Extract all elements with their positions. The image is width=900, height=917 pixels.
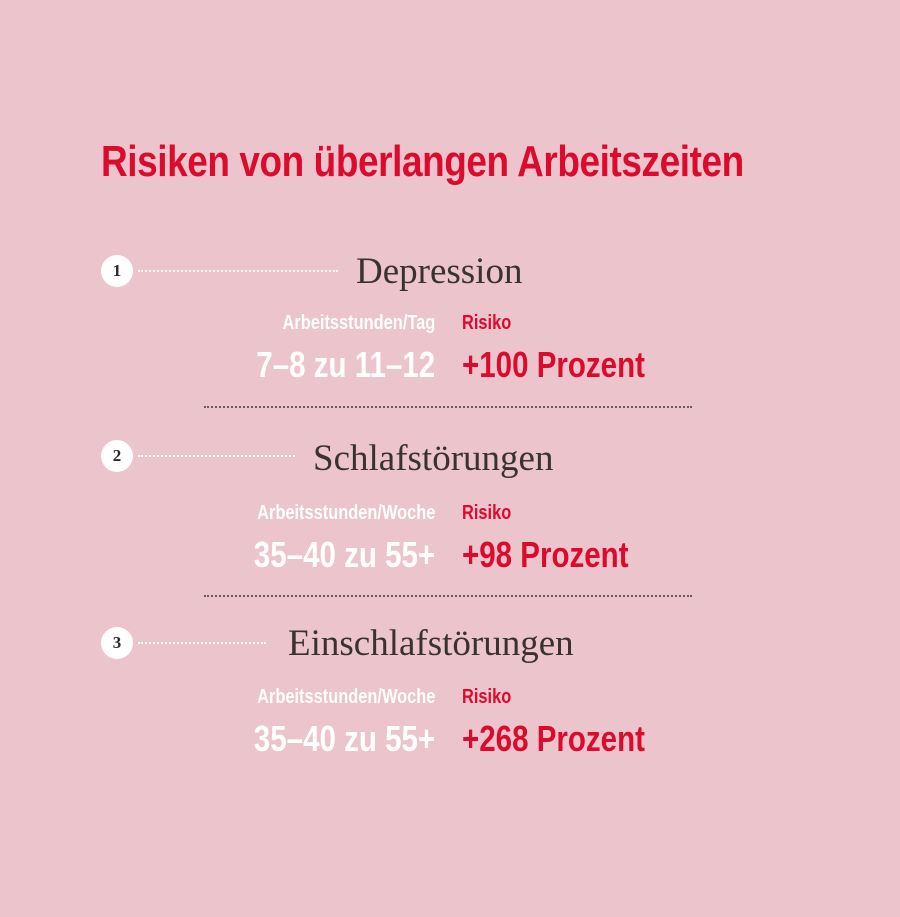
hours-value-3: 35–40 zu 55+ <box>253 718 435 759</box>
number-badge-2: 2 <box>101 440 133 472</box>
hours-label-3: Arbeitsstunden/Woche <box>256 686 435 708</box>
dotted-leader-3 <box>138 642 266 644</box>
risk-value-3: +268 Prozent <box>462 718 645 759</box>
heading-einschlafstoerungen: Einschlafstörungen <box>288 623 574 664</box>
page-title: Risiken von überlangen Arbeitszeiten <box>101 137 744 186</box>
risk-value-2: +98 Prozent <box>462 534 629 575</box>
dotted-leader-1 <box>138 270 338 272</box>
dotted-leader-2 <box>138 455 295 457</box>
number-badge-1: 1 <box>101 255 133 287</box>
hours-label-1: Arbeitsstunden/Tag <box>282 312 435 334</box>
heading-schlafstoerungen: Schlafstörungen <box>313 438 554 479</box>
risk-label-1: Risiko <box>462 312 512 334</box>
number-badge-3: 3 <box>101 627 133 659</box>
heading-depression: Depression <box>356 251 523 292</box>
hours-label-2: Arbeitsstunden/Woche <box>256 502 435 524</box>
hours-value-2: 35–40 zu 55+ <box>253 534 435 575</box>
hours-value-1: 7–8 zu 11–12 <box>256 344 435 385</box>
section-divider-2 <box>204 595 692 597</box>
section-divider-1 <box>204 406 692 408</box>
risk-label-3: Risiko <box>462 686 512 708</box>
risk-label-2: Risiko <box>462 502 512 524</box>
risk-value-1: +100 Prozent <box>462 344 645 385</box>
